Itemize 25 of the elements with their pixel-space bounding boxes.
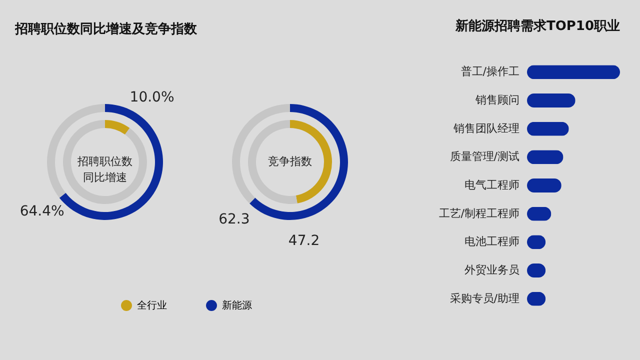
y-tick-label: 普工/操作工 <box>460 65 520 78</box>
y-tick-label: 销售顾问 <box>474 94 520 106</box>
y-tick-label: 采购专员/助理 <box>450 292 520 305</box>
y-tick-label: 销售团队经理 <box>452 122 520 135</box>
y-tick-label: 质量管理/测试 <box>450 150 520 164</box>
donut-slice <box>250 104 348 220</box>
donut-slice <box>63 120 147 204</box>
data-label: 47.2 <box>288 232 320 249</box>
legend-label: 全行业 <box>137 300 167 312</box>
data-label: 64.4% <box>20 203 64 220</box>
y-tick-label: 工艺/制程工程师 <box>438 206 520 220</box>
data-label: 10.0% <box>130 89 174 106</box>
y-tick-label: 外贸业务员 <box>464 264 520 276</box>
text: 招聘职位数同比增速 <box>76 155 132 184</box>
y-tick-label: 电气工程师 <box>464 178 520 192</box>
data-label: 62.3 <box>218 211 250 228</box>
bar <box>527 65 620 80</box>
donut-slice <box>290 120 332 204</box>
y-tick-label: 电池工程师 <box>464 235 520 248</box>
chart-title: 新能源招聘需求TOP10职业 <box>454 18 620 34</box>
text: 竞争指数 <box>268 155 312 168</box>
legend-label: 新能源 <box>222 300 252 312</box>
donut-slice <box>232 104 290 204</box>
donut-slice <box>105 120 130 134</box>
bar <box>527 94 576 108</box>
